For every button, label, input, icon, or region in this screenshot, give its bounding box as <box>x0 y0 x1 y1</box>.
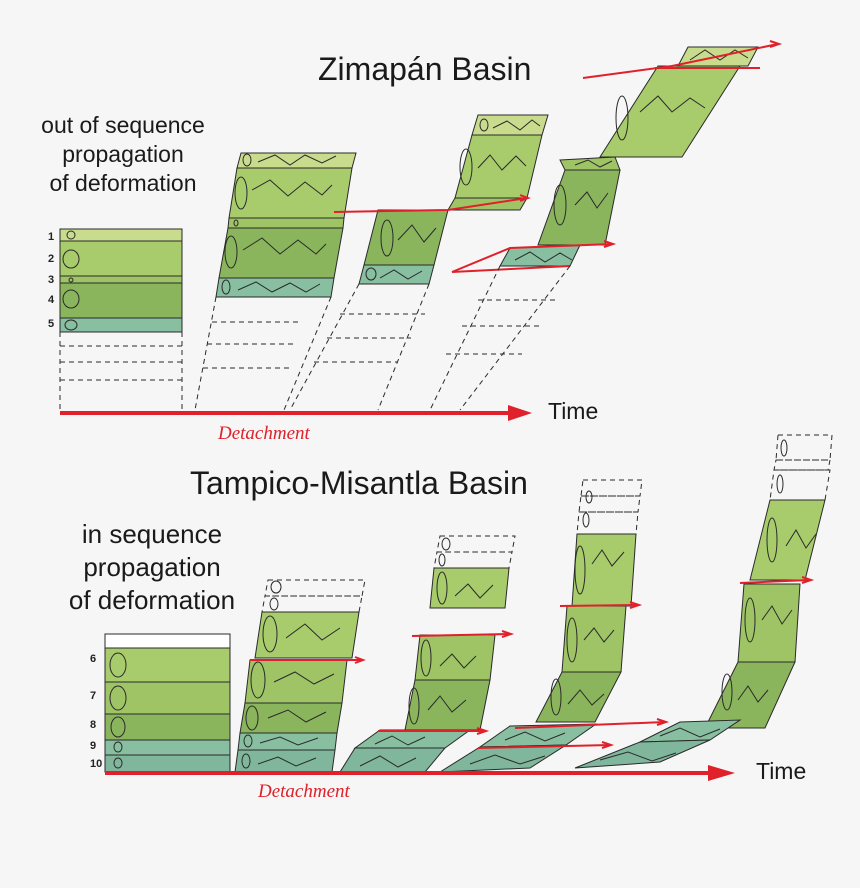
top-panel-title: Zimapán Basin <box>318 51 531 87</box>
layer-number-5: 5 <box>48 318 54 330</box>
top-description-line-2: propagation <box>62 141 184 167</box>
top-stage-4-thrust-lower-arrow <box>603 240 617 248</box>
bottom-stage-4-dashed <box>576 479 643 535</box>
bottom-description-line-2: propagation <box>83 552 220 582</box>
bottom-stage-2 <box>234 580 360 773</box>
bottom-undeformed-column <box>104 633 231 773</box>
bottom-stage-5-dashed <box>769 434 833 501</box>
top-description-line-3: of deformation <box>49 170 196 196</box>
layer-number-10: 10 <box>90 758 102 770</box>
bottom-stage-4-thrust-3 <box>477 744 611 749</box>
top-stage-4 <box>499 46 759 267</box>
bottom-stage-3-thrust-upper-arrow <box>501 630 515 638</box>
bottom-description-line-1: in sequence <box>82 519 222 549</box>
top-stage-2 <box>215 152 357 298</box>
top-stage-2-dashed <box>194 296 332 411</box>
layer-number-1: 1 <box>48 231 54 243</box>
top-stage-4-thrust-lower <box>451 243 613 273</box>
top-stage-4-thrust-upper-arrow <box>769 40 783 48</box>
layer-number-9: 9 <box>90 740 96 752</box>
bottom-stage-5-thrust <box>739 579 811 584</box>
bottom-stage-2-thrust-arrow <box>354 656 366 664</box>
top-undeformed-dashed-layers <box>59 332 183 410</box>
bottom-stage-3-dashed <box>433 535 516 569</box>
top-stage-3-dashed <box>289 283 430 411</box>
top-stage-3-thrust-arrow <box>519 194 531 202</box>
top-stage-3-thrust <box>333 197 528 213</box>
bottom-description-line-3: of deformation <box>69 585 235 615</box>
bottom-stage-4-thrust-1 <box>559 604 639 607</box>
bottom-stage-2-dashed <box>261 579 366 613</box>
top-time-arrowhead <box>508 405 532 421</box>
top-undeformed-column <box>59 228 183 333</box>
layer-number-2: 2 <box>48 253 54 265</box>
top-time-label: Time <box>548 398 598 424</box>
layer-number-8: 8 <box>90 719 96 731</box>
bottom-stage-4-thrust-2 <box>514 721 666 729</box>
bottom-stage-4-thrust-2-arrow <box>656 718 670 726</box>
top-detachment-label: Detachment <box>217 423 311 444</box>
bottom-stage-4-thrust-1-arrow <box>629 601 643 609</box>
bottom-stage-5-thrust-arrow <box>801 576 815 584</box>
bottom-stage-3 <box>339 537 510 773</box>
layer-number-7: 7 <box>90 690 96 702</box>
layer-number-6: 6 <box>90 653 96 665</box>
top-stage-4-thrust-upper <box>582 43 779 79</box>
bottom-time-arrowhead <box>708 765 735 781</box>
layer-number-3: 3 <box>48 274 54 286</box>
top-stage-4-thrust-lower-tail <box>451 265 571 273</box>
top-stage-3 <box>358 114 549 285</box>
bottom-stage-4-thrust-3-arrow <box>601 741 615 749</box>
bottom-panel-title: Tampico-Misantla Basin <box>190 465 528 501</box>
bottom-stage-3-thrust-lower-arrow <box>476 727 490 735</box>
top-panel: Zimapán Basin out of sequence propagatio… <box>41 40 783 444</box>
top-stage-4-dashed <box>429 265 571 411</box>
bottom-stage-3-thrust-upper <box>411 633 511 637</box>
top-description-line-1: out of sequence <box>41 112 205 138</box>
bottom-detachment-label: Detachment <box>257 781 351 802</box>
bottom-stage-4 <box>438 490 637 773</box>
bottom-time-label: Time <box>756 758 806 784</box>
bottom-panel: Tampico-Misantla Basin in sequence propa… <box>69 434 833 802</box>
layer-number-4: 4 <box>48 294 55 306</box>
